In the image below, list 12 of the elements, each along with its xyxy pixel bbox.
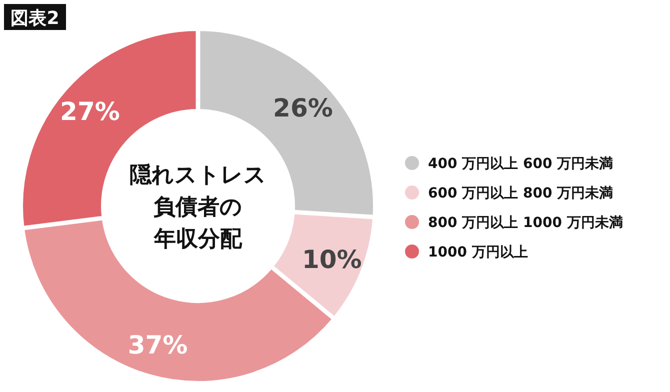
data-label: 37% [128,330,188,360]
text: 負債者の [154,195,242,220]
data-label: 10% [302,245,362,274]
legend-label: 600 万円以上 800 万円未満 [428,186,614,202]
data-label: 27% [60,96,120,126]
text: 年収分配 [153,227,243,252]
legend-label: 1000 万円以上 [428,244,528,260]
chart-title: 図表2 [10,8,60,29]
data-label: 26% [273,93,333,122]
legend-label: 800 万円以上 1000 万円未満 [428,215,623,231]
text: 隠れストレス [130,163,266,188]
legend-label: 400 万円以上 600 万円未満 [428,156,614,172]
